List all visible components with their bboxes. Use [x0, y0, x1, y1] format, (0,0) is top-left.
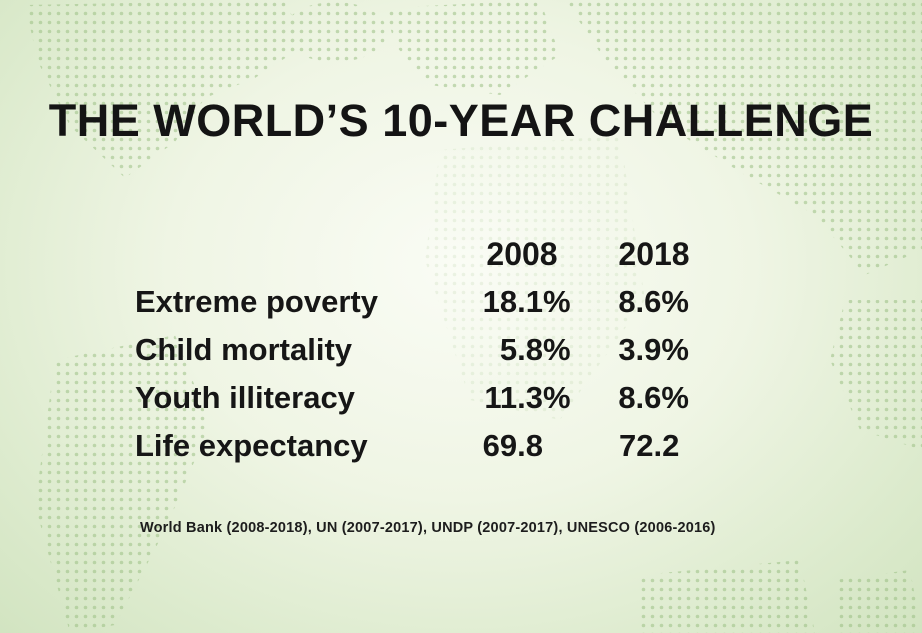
row-label: Extreme poverty	[135, 284, 378, 320]
value-unit: %	[661, 332, 689, 368]
value-2018: 8.6%	[618, 278, 689, 326]
value-unit: %	[543, 284, 571, 320]
row-label: Child mortality	[135, 332, 353, 368]
value-unit: %	[543, 332, 571, 368]
slide-title: THE WORLD’S 10-YEAR CHALLENGE	[48, 95, 874, 146]
value-number: 3.9	[618, 332, 662, 368]
value-2018: 3.9%	[618, 326, 689, 374]
row-label: Youth illiteracy	[135, 380, 355, 416]
value-unit: %	[661, 380, 689, 416]
value-number: 69.8	[482, 428, 543, 464]
value-number: 11.3	[484, 380, 543, 416]
value-2008: 69.8	[465, 422, 579, 470]
column-header-2008: 2008	[486, 235, 558, 272]
value-unit: %	[543, 380, 571, 416]
value-2018: 8.6%	[618, 374, 689, 422]
value-number: 5.8	[499, 332, 543, 368]
value-number: 18.1	[482, 284, 543, 320]
value-number: 8.6	[618, 380, 662, 416]
value-2018: 72.2	[619, 422, 689, 470]
value-2008: 11.3%	[465, 374, 579, 422]
value-number: 8.6	[618, 284, 662, 320]
value-number: 72.2	[619, 428, 680, 464]
source-note: World Bank (2008-2018), UN (2007-2017), …	[140, 520, 716, 537]
value-unit: %	[661, 284, 689, 320]
data-table: 2008 2018 Extreme poverty 18.1% 8.6% Chi…	[135, 230, 922, 470]
value-2008: 18.1%	[465, 278, 579, 326]
value-2008: 5.8%	[465, 326, 579, 374]
column-header-2018: 2018	[618, 235, 690, 272]
row-label: Life expectancy	[135, 428, 368, 464]
header-spacer	[135, 230, 465, 278]
slide-content: THE WORLD’S 10-YEAR CHALLENGE 2008 2018 …	[0, 95, 922, 537]
